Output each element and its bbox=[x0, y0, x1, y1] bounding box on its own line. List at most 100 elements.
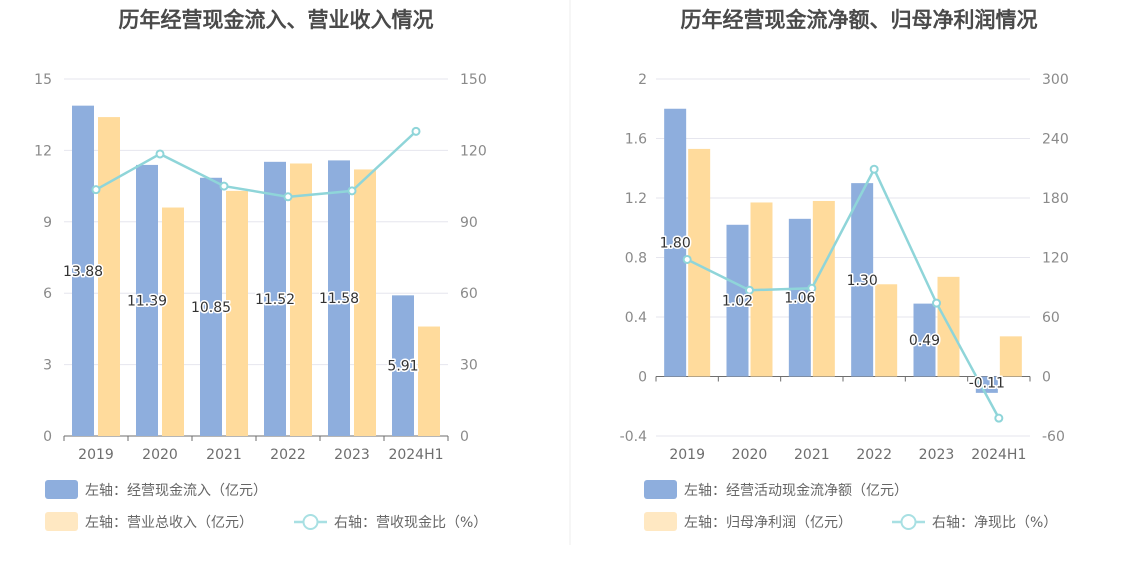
x-axis-category-label: 2024H1 bbox=[388, 447, 443, 463]
left-axis-tick-label: 15 bbox=[34, 72, 52, 88]
bar-primary-2020 bbox=[726, 224, 749, 377]
bar-primary-2022 bbox=[264, 161, 286, 436]
left-axis-tick-label: 2 bbox=[638, 72, 647, 88]
left-axis-tick-label: 0 bbox=[638, 370, 647, 386]
right-axis-tick-label: 30 bbox=[460, 358, 478, 374]
bar-primary-2021 bbox=[200, 177, 222, 436]
legend-label: 左轴：归母净利润（亿元） bbox=[684, 514, 852, 531]
right-axis-tick-label: 0 bbox=[460, 429, 469, 445]
legend-label: 左轴：经营活动现金流净额（亿元） bbox=[684, 483, 908, 499]
x-axis-category-label: 2023 bbox=[334, 447, 370, 463]
ratio-point-2019 bbox=[91, 185, 101, 195]
bar-primary-2019 bbox=[72, 105, 94, 436]
ratio-point-2020 bbox=[745, 285, 754, 295]
ratio-point-2024H1 bbox=[411, 126, 421, 136]
legend-label: 右轴：营收现金比（%） bbox=[334, 515, 487, 531]
bar-primary-2023 bbox=[328, 160, 350, 436]
x-axis-category-label: 2022 bbox=[856, 447, 892, 463]
x-axis-category-label: 2019 bbox=[78, 447, 114, 463]
right-axis-tick-label: -60 bbox=[1042, 429, 1065, 445]
left-axis-tick-label: 0.8 bbox=[625, 251, 647, 267]
right-axis-tick-label: 0 bbox=[1042, 370, 1051, 386]
bar-data-label: 1.80 bbox=[660, 236, 691, 252]
x-axis-category-label: 2023 bbox=[919, 447, 955, 463]
bar-data-label: 11.58 bbox=[319, 291, 359, 307]
bar-secondary-2019 bbox=[688, 148, 711, 377]
right-axis-tick-label: 180 bbox=[1042, 191, 1069, 207]
right-axis-tick-label: 300 bbox=[1042, 72, 1069, 88]
bar-secondary-2021 bbox=[812, 200, 835, 377]
right-axis-tick-label: 90 bbox=[460, 215, 478, 231]
right-axis-tick-label: 240 bbox=[1042, 132, 1069, 148]
bar-primary-2024H1 bbox=[975, 376, 998, 393]
bar-secondary-2024H1 bbox=[999, 336, 1022, 377]
bar-data-label: 0.49 bbox=[909, 333, 940, 349]
ratio-point-2023 bbox=[347, 186, 357, 196]
right-axis-tick-label: 60 bbox=[1042, 310, 1060, 326]
left-axis-tick-label: 0.4 bbox=[625, 310, 647, 326]
x-axis-category-label: 2020 bbox=[142, 447, 178, 463]
right-axis-tick-label: 150 bbox=[460, 72, 487, 88]
bar-data-label: 13.88 bbox=[63, 264, 103, 280]
bar-primary-2021 bbox=[788, 218, 811, 377]
x-axis-category-label: 2024H1 bbox=[971, 447, 1026, 463]
bar-secondary-2024H1 bbox=[418, 326, 440, 436]
ratio-point-2024H1 bbox=[994, 413, 1004, 423]
left-axis-tick-label: 1.2 bbox=[625, 191, 647, 207]
x-axis-category-label: 2022 bbox=[270, 447, 306, 463]
bar-data-label: 1.30 bbox=[847, 273, 878, 289]
bar-secondary-2022 bbox=[875, 284, 898, 377]
left-axis-tick-label: 12 bbox=[34, 143, 52, 159]
ratio-point-2022 bbox=[283, 192, 293, 202]
legend-label: 右轴：净现比（%） bbox=[932, 515, 1057, 531]
legend-line-marker bbox=[302, 514, 319, 530]
bar-data-label: -0.11 bbox=[969, 376, 1005, 392]
bar-primary-2022 bbox=[851, 183, 874, 377]
ratio-point-2020 bbox=[155, 149, 165, 159]
left-axis-tick-label: 3 bbox=[43, 358, 52, 374]
bar-data-label: 11.39 bbox=[127, 293, 167, 309]
chart-title: 历年经营现金流净额、归母净利润情况 bbox=[681, 8, 1038, 32]
bar-primary-2024H1 bbox=[392, 295, 414, 436]
x-axis-category-label: 2020 bbox=[732, 447, 768, 463]
legend-label: 左轴：经营现金流入（亿元） bbox=[85, 483, 267, 499]
ratio-point-2021 bbox=[807, 283, 817, 293]
left-axis-tick-label: 6 bbox=[43, 286, 52, 302]
ratio-point-2022 bbox=[869, 164, 879, 174]
bar-data-label: 5.91 bbox=[387, 359, 418, 375]
left-axis-tick-label: 9 bbox=[43, 215, 52, 231]
ratio-point-2021 bbox=[219, 181, 229, 191]
legend-line-marker bbox=[900, 514, 917, 530]
legend-swatch bbox=[644, 512, 677, 531]
ratio-point-2023 bbox=[932, 298, 941, 308]
legend-label: 左轴：营业总收入（亿元） bbox=[85, 515, 253, 531]
bar-primary-2023 bbox=[913, 303, 936, 377]
left-axis-tick-label: 0 bbox=[43, 429, 52, 445]
x-axis-category-label: 2021 bbox=[794, 447, 830, 463]
legend-swatch bbox=[45, 480, 78, 499]
left-axis-tick-label: 1.6 bbox=[625, 132, 647, 148]
bar-data-label: 1.06 bbox=[784, 291, 815, 307]
ratio-line bbox=[686, 166, 1000, 419]
right-axis-tick-label: 120 bbox=[460, 143, 487, 159]
x-axis-category-label: 2019 bbox=[669, 447, 705, 463]
ratio-line bbox=[95, 130, 417, 199]
bar-data-label: 11.52 bbox=[255, 292, 295, 308]
bar-primary-2020 bbox=[136, 164, 158, 436]
bar-data-label: 1.02 bbox=[722, 294, 753, 310]
ratio-point-2019 bbox=[682, 254, 692, 264]
left-axis-tick-label: -0.4 bbox=[620, 429, 647, 445]
bar-secondary-2021 bbox=[226, 190, 248, 436]
legend-swatch bbox=[45, 512, 78, 531]
bar-secondary-2022 bbox=[290, 163, 312, 437]
bar-secondary-2020 bbox=[162, 207, 184, 436]
x-axis-category-label: 2021 bbox=[206, 447, 242, 463]
right-axis-tick-label: 60 bbox=[460, 286, 478, 302]
bar-secondary-2019 bbox=[98, 117, 120, 436]
bar-primary-2019 bbox=[664, 108, 687, 377]
legend-swatch bbox=[644, 480, 677, 499]
bar-data-label: 10.85 bbox=[191, 300, 231, 316]
chart-title: 历年经营现金流入、营业收入情况 bbox=[119, 8, 434, 32]
